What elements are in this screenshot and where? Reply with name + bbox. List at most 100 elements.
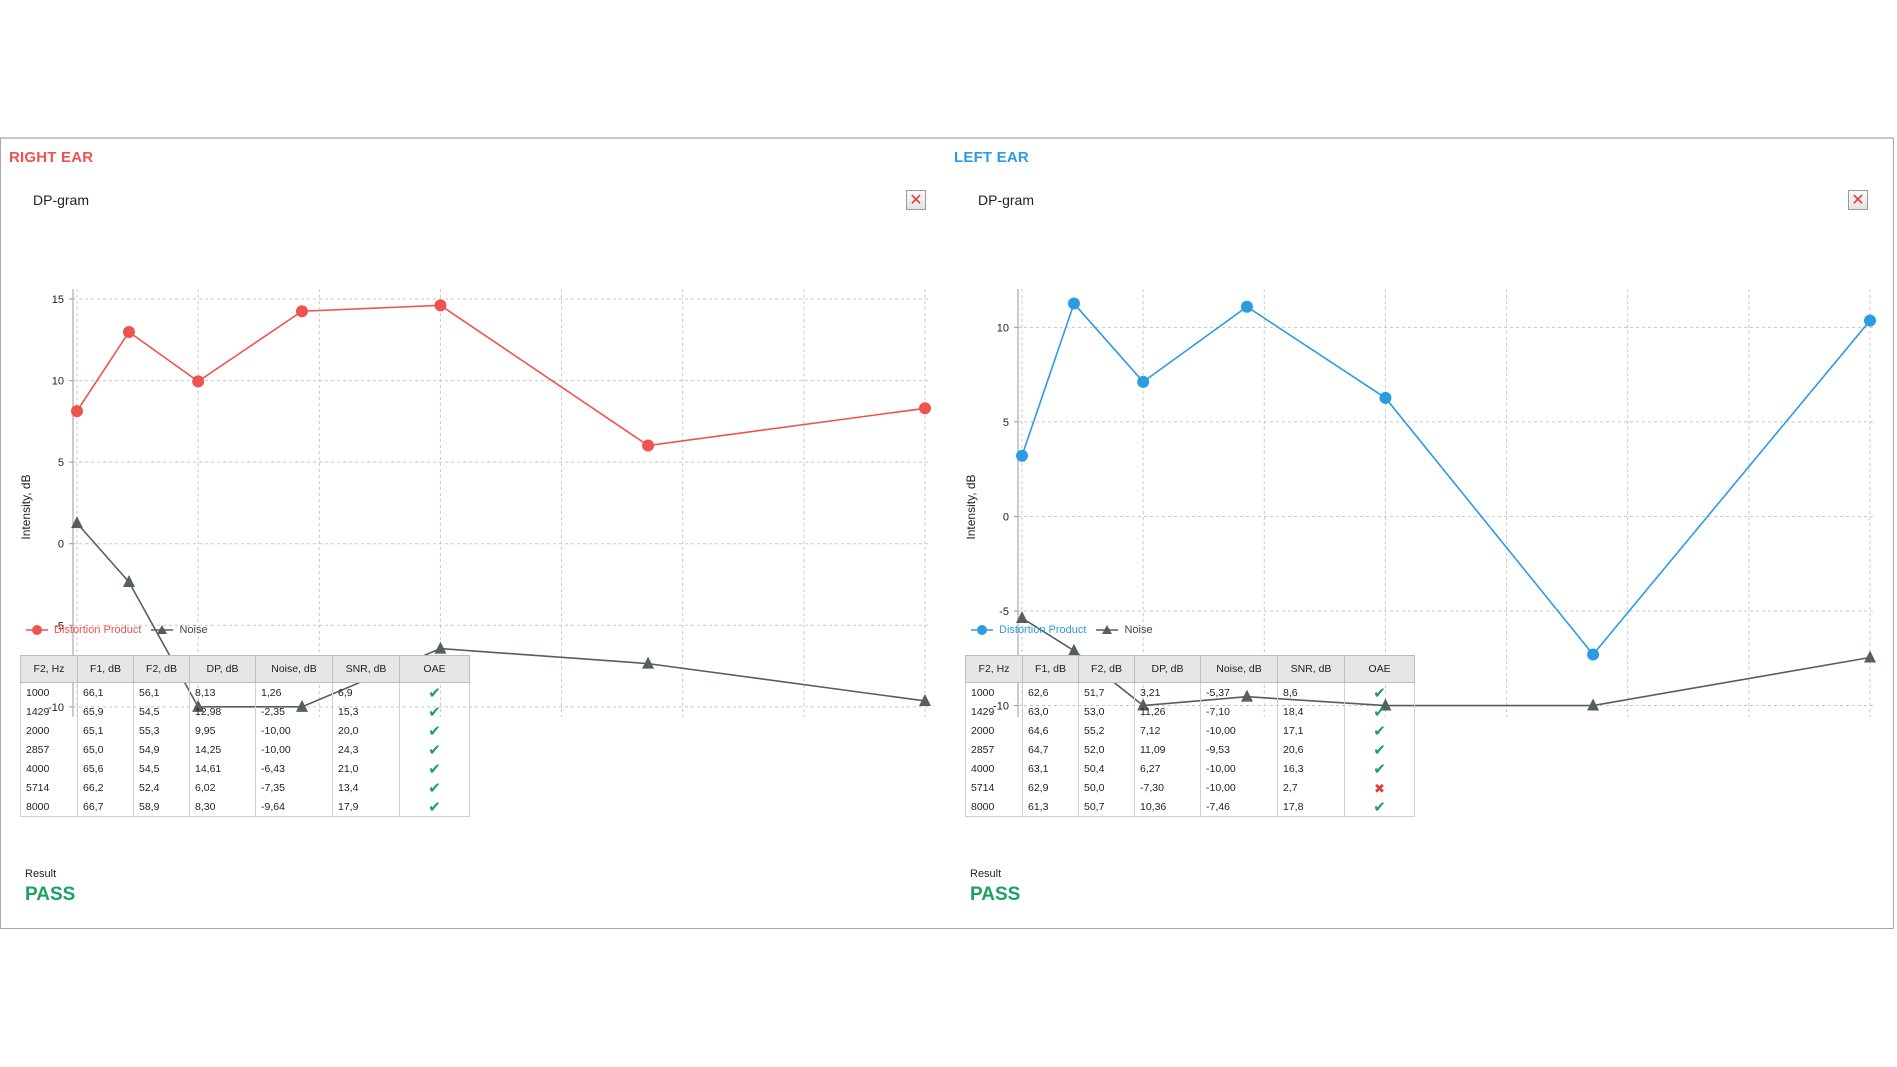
legend-item-dp[interactable]: Distortion Product — [24, 624, 141, 636]
dp-point[interactable] — [192, 375, 205, 388]
noise-point[interactable] — [919, 693, 931, 706]
ear-title: LEFT EAR — [954, 149, 1029, 166]
table-cell: 51,7 — [1078, 682, 1135, 702]
table-cell: 11,26 — [1134, 702, 1201, 721]
noise-point[interactable] — [1864, 650, 1876, 663]
noise-point[interactable] — [642, 656, 655, 669]
dp-point[interactable] — [1864, 314, 1876, 327]
table-cell: 66,2 — [77, 778, 134, 797]
column-header[interactable]: F2, Hz — [20, 655, 78, 683]
table-row: 2000 64,6 55,2 7,12 -10,00 17,1 ✔ — [965, 721, 1415, 740]
close-chart-button[interactable]: ✕ — [906, 190, 926, 210]
table-cell: 55,2 — [1078, 721, 1135, 740]
table-row: 4000 65,6 54,5 14,61 -6,43 21,0 ✔ — [20, 759, 470, 778]
table-cell: 24,3 — [332, 740, 400, 759]
oae-cell: ✔ — [1344, 759, 1415, 778]
dp-point[interactable] — [1137, 375, 1150, 388]
y-tick-label: -5 — [999, 606, 1009, 618]
oae-cell: ✔ — [399, 721, 470, 740]
noise-point[interactable] — [122, 575, 135, 588]
dp-point[interactable] — [642, 439, 655, 452]
dp-point[interactable] — [295, 305, 308, 318]
table-cell: 14,61 — [189, 759, 256, 778]
table-cell: 8,13 — [189, 682, 256, 702]
noise-point[interactable] — [434, 641, 447, 654]
chart-legend: Distortion Product Noise — [24, 624, 212, 636]
column-header[interactable]: OAE — [1344, 655, 1415, 683]
dp-point[interactable] — [1067, 297, 1080, 310]
column-header[interactable]: F2, dB — [1078, 655, 1135, 683]
legend-item-noise[interactable]: Noise — [1094, 624, 1153, 636]
column-header[interactable]: SNR, dB — [1277, 655, 1345, 683]
dp-point[interactable] — [1016, 449, 1028, 462]
oae-cell: ✔ — [399, 797, 470, 817]
table-cell: -10,00 — [1200, 759, 1278, 778]
ear-title: RIGHT EAR — [9, 149, 94, 166]
check-icon: ✔ — [428, 797, 441, 816]
table-cell: 58,9 — [133, 797, 190, 817]
column-header[interactable]: DP, dB — [189, 655, 256, 683]
column-header[interactable]: Noise, dB — [255, 655, 333, 683]
noise-point[interactable] — [71, 516, 83, 529]
dp-point[interactable] — [919, 402, 931, 415]
table-cell: -7,35 — [255, 778, 333, 797]
check-icon: ✔ — [1373, 683, 1386, 702]
noise-point[interactable] — [1016, 610, 1028, 623]
table-row: 5714 66,2 52,4 6,02 -7,35 13,4 ✔ — [20, 778, 470, 797]
dp-point[interactable] — [1379, 391, 1392, 404]
column-header[interactable]: OAE — [399, 655, 470, 683]
oae-cell: ✔ — [399, 702, 470, 721]
table-cell: -10,00 — [1200, 778, 1278, 797]
table-cell: 53,0 — [1078, 702, 1135, 721]
legend-label: Noise — [1124, 624, 1153, 636]
results-table: F2, Hz F1, dB F2, dB DP, dB Noise, dB SNR, dB… — [965, 655, 1415, 817]
table-cell: -7,46 — [1200, 797, 1278, 817]
table-cell: 65,0 — [77, 740, 134, 759]
table-cell: 65,6 — [77, 759, 134, 778]
table-cell: 6,9 — [332, 682, 400, 702]
table-cell: 5714 — [20, 778, 78, 797]
y-tick-label: 0 — [58, 539, 64, 551]
dp-point[interactable] — [1587, 648, 1600, 661]
dp-point[interactable] — [434, 299, 447, 312]
table-cell: -5,37 — [1200, 682, 1278, 702]
dp-point[interactable] — [1240, 300, 1253, 313]
column-header[interactable]: Noise, dB — [1200, 655, 1278, 683]
result-value: PASS — [25, 884, 76, 905]
table-cell: 5714 — [965, 778, 1023, 797]
table-cell: 21,0 — [332, 759, 400, 778]
column-header[interactable]: F2, dB — [133, 655, 190, 683]
table-cell: 2,7 — [1277, 778, 1345, 797]
noise-point[interactable] — [1587, 698, 1600, 711]
column-header[interactable]: SNR, dB — [332, 655, 400, 683]
table-row: 5714 62,9 50,0 -7,30 -10,00 2,7 ✖ — [965, 778, 1415, 797]
noise-marker-icon — [1096, 625, 1119, 634]
oae-cell: ✔ — [399, 682, 470, 702]
table-cell: 6,27 — [1134, 759, 1201, 778]
column-header[interactable]: F1, dB — [77, 655, 134, 683]
column-header[interactable]: F2, Hz — [965, 655, 1023, 683]
dp-point[interactable] — [122, 325, 135, 338]
table-cell: 20,6 — [1277, 740, 1345, 759]
table-row: 1000 66,1 56,1 8,13 1,26 6,9 ✔ — [20, 682, 470, 702]
legend-item-dp[interactable]: Distortion Product — [969, 624, 1086, 636]
y-tick-label: 10 — [52, 376, 64, 388]
table-cell: -2,35 — [255, 702, 333, 721]
check-icon: ✔ — [1373, 797, 1386, 816]
dp-point[interactable] — [71, 405, 83, 418]
column-header[interactable]: DP, dB — [1134, 655, 1201, 683]
noise-point[interactable] — [1067, 643, 1080, 656]
table-cell: 14,25 — [189, 740, 256, 759]
table-header-row: F2, Hz F1, dB F2, dB DP, dB Noise, dB SNR, dB… — [20, 655, 470, 683]
chart-legend: Distortion Product Noise — [969, 624, 1157, 636]
legend-item-noise[interactable]: Noise — [149, 624, 208, 636]
right-ear-panel: RIGHT EAR DP-gram ✕ 1 0002 0003 0004 000… — [0, 137, 945, 929]
dp-marker-icon — [971, 625, 993, 635]
column-header[interactable]: F1, dB — [1022, 655, 1079, 683]
oae-cell: ✔ — [1344, 740, 1415, 759]
table-cell: -10,00 — [255, 721, 333, 740]
check-icon: ✔ — [1373, 721, 1386, 740]
close-chart-button[interactable]: ✕ — [1848, 190, 1868, 210]
